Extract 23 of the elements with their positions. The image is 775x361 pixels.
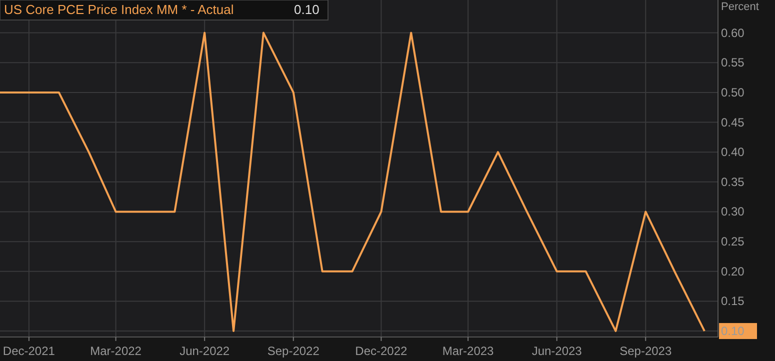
line-series [0, 32, 706, 332]
x-tick-label: Sep-2023 [620, 344, 672, 358]
x-tick-label: Jun-2023 [532, 344, 582, 358]
y-tick-label: 0.30 [721, 204, 745, 219]
y-tick-label: 0.40 [721, 145, 745, 160]
x-tick-label: Dec-2021 [2, 344, 56, 358]
annotation: 0.10 [294, 2, 320, 17]
text: US Core PCE Price Index MM * - Actual [4, 2, 234, 17]
x-tick-label: Sep-2022 [267, 344, 320, 358]
y-tick-label: 0.10 [721, 324, 745, 338]
y-tick-label: 0.60 [721, 26, 745, 40]
x-tick-label: Dec-2022 [355, 344, 408, 358]
x-tick-label: Mar-2023 [442, 344, 494, 358]
y-tick-label: 0.50 [721, 85, 745, 100]
x-tick-label: Jun-2022 [180, 344, 230, 358]
y-tick-label: 0.55 [721, 56, 745, 70]
y-axis-title: Percent [721, 1, 759, 13]
y-tick-label: 0.45 [721, 115, 745, 130]
y-tick-label: 0.25 [721, 234, 745, 249]
y-tick-label: 0.35 [721, 174, 745, 189]
x-tick-label: Mar-2022 [90, 344, 142, 358]
y-tick-label: 0.15 [721, 294, 745, 308]
y-tick-label: 0.20 [721, 264, 745, 278]
